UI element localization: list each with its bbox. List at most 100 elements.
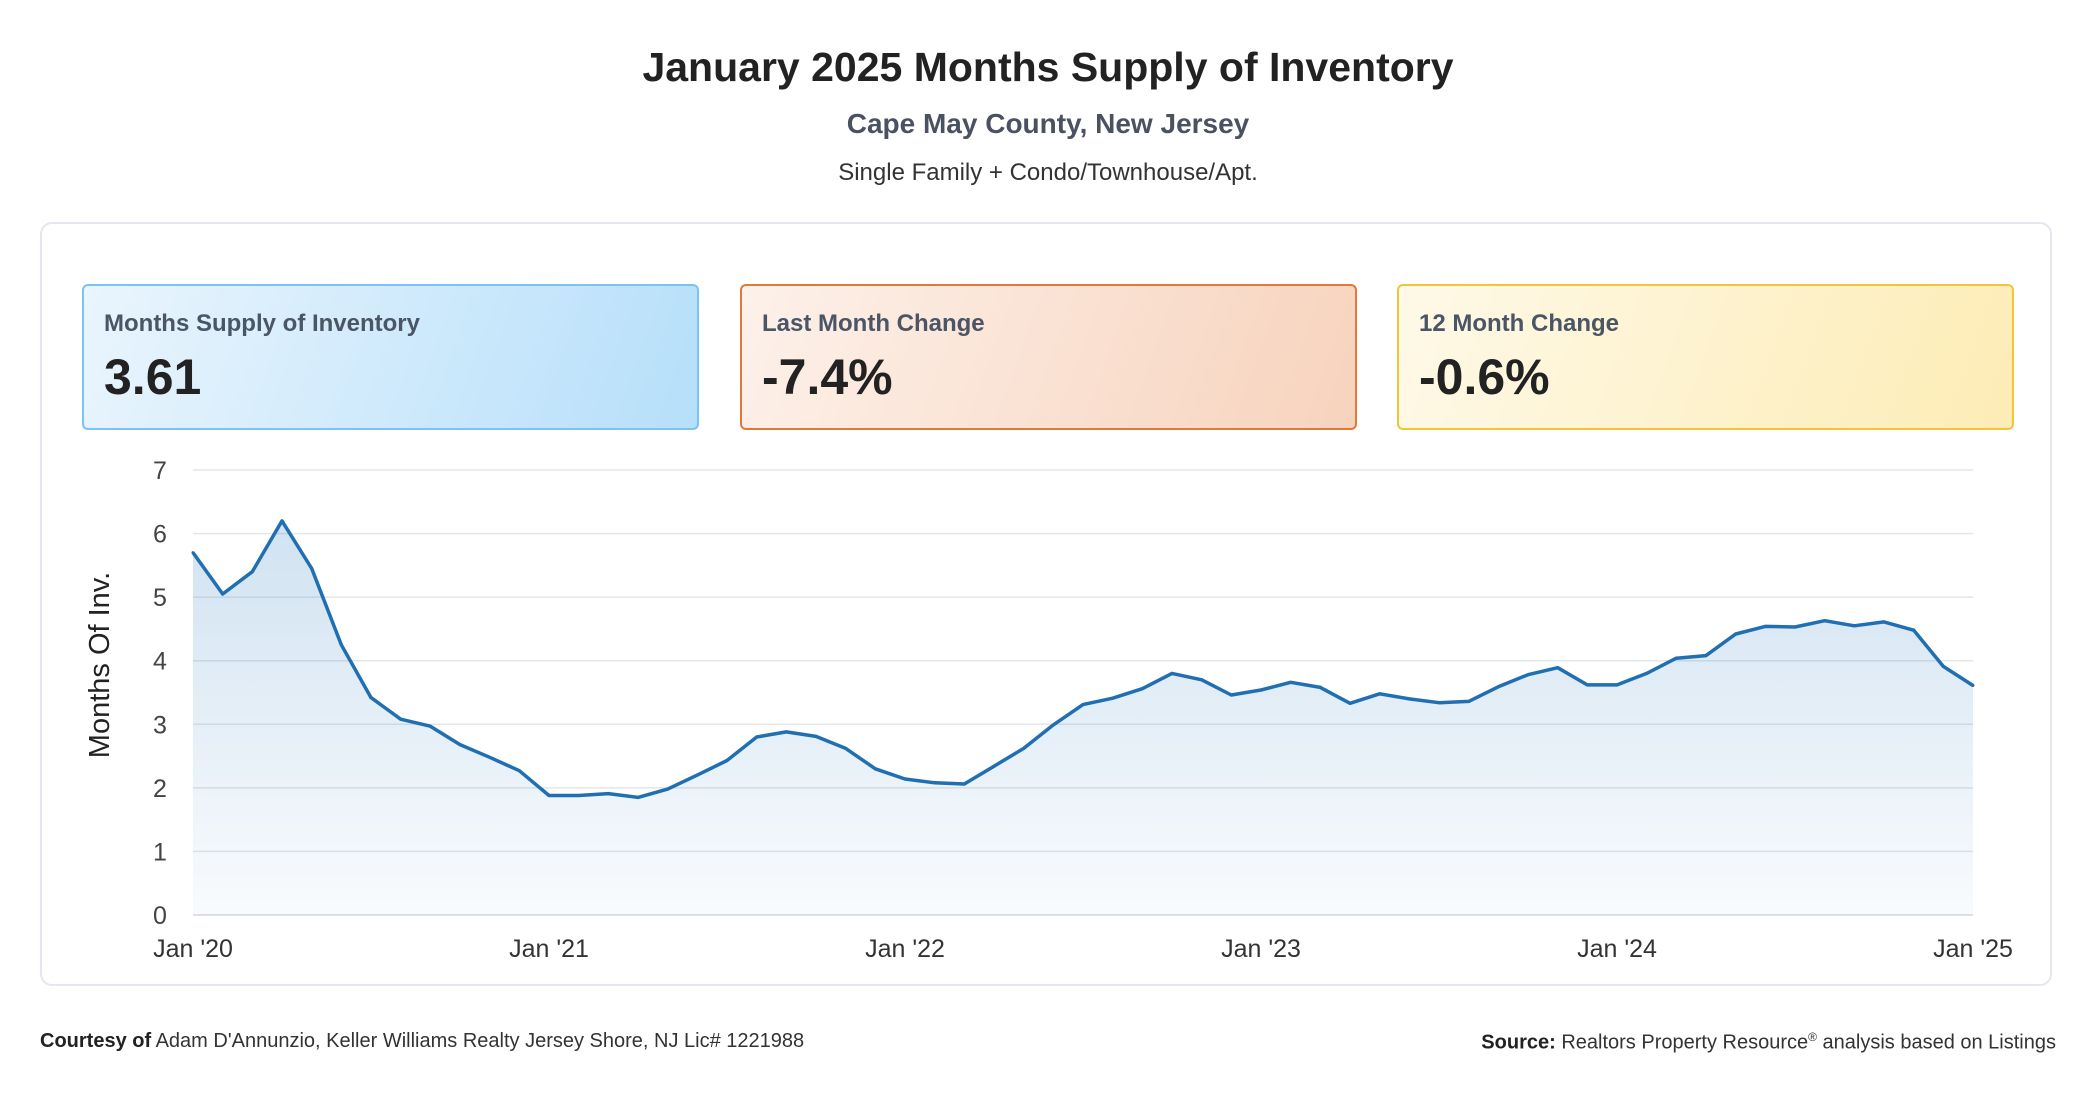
y-tick-label: 1 xyxy=(153,838,167,866)
data-point xyxy=(1882,620,1886,624)
data-point xyxy=(1022,746,1026,750)
inventory-card-label: Months Supply of Inventory xyxy=(104,310,420,337)
series-area xyxy=(193,520,1973,915)
y-tick-label: 3 xyxy=(153,711,167,739)
data-point xyxy=(1585,683,1589,687)
data-point xyxy=(636,795,640,799)
data-point xyxy=(577,793,581,797)
data-point xyxy=(1912,628,1916,632)
data-point xyxy=(1407,697,1411,701)
data-point xyxy=(250,570,254,574)
registered-mark: ® xyxy=(1808,1030,1817,1044)
courtesy-label: Courtesy of xyxy=(40,1030,152,1052)
data-point xyxy=(1200,678,1204,682)
property-type-label: Single Family + Condo/Townhouse/Apt. xyxy=(838,159,1258,186)
x-tick-label: Jan '20 xyxy=(153,935,233,963)
data-point xyxy=(1823,619,1827,623)
source-label: Source: xyxy=(1481,1031,1556,1054)
data-point xyxy=(992,764,996,768)
courtesy-footer: Courtesy of Adam D'Annunzio, Keller Will… xyxy=(40,1030,804,1053)
x-axis-ticks: Jan '20 Jan '21 Jan '22 Jan '23 Jan '24 Jan '… xyxy=(153,935,2013,963)
x-tick-label: Jan '23 xyxy=(1221,935,1301,963)
last-month-change-value: -7.4% xyxy=(762,349,893,405)
x-tick-label: Jan '22 xyxy=(865,935,945,963)
data-point xyxy=(784,730,788,734)
data-point xyxy=(1793,625,1797,629)
y-axis-ticks: 0 1 2 3 4 5 6 7 xyxy=(153,457,167,930)
data-point xyxy=(1378,692,1382,696)
data-point xyxy=(1615,683,1619,687)
data-point xyxy=(1348,701,1352,705)
source-footer: Source: Realtors Property Resource® anal… xyxy=(1481,1030,2056,1055)
y-tick-label: 6 xyxy=(153,521,167,549)
data-point xyxy=(1467,699,1471,703)
source-text: Realtors Property Resource xyxy=(1561,1031,1809,1054)
y-axis-label: Months Of Inv. xyxy=(84,572,116,758)
data-point xyxy=(399,717,403,721)
inventory-card-value: 3.61 xyxy=(104,349,202,405)
data-point xyxy=(1496,685,1500,689)
chart-title: January 2025 Months Supply of Inventory xyxy=(642,44,1454,90)
chart-subtitle: Cape May County, New Jersey xyxy=(846,108,1250,139)
data-point xyxy=(1051,723,1055,727)
data-point xyxy=(1734,632,1738,636)
data-point xyxy=(191,551,195,555)
data-point xyxy=(1111,696,1115,700)
data-point xyxy=(1674,656,1678,660)
data-point xyxy=(1763,624,1767,628)
data-point xyxy=(280,519,284,523)
data-point xyxy=(1704,654,1708,658)
data-point xyxy=(1259,688,1263,692)
data-point xyxy=(606,792,610,796)
data-point xyxy=(339,643,343,647)
inventory-card: Months Supply of Inventory 3.61 xyxy=(82,284,699,430)
data-point xyxy=(1556,666,1560,670)
data-point xyxy=(1318,685,1322,689)
data-point xyxy=(873,767,877,771)
data-point xyxy=(547,793,551,797)
data-point xyxy=(1437,701,1441,705)
courtesy-text: Adam D'Annunzio, Keller Williams Realty … xyxy=(155,1030,805,1052)
y-tick-label: 4 xyxy=(153,648,167,676)
x-tick-label: Jan '21 xyxy=(509,935,589,963)
data-point xyxy=(844,746,848,750)
x-tick-label: Jan '25 xyxy=(1933,935,2013,963)
data-point xyxy=(517,769,521,773)
data-point xyxy=(310,567,314,571)
data-point xyxy=(903,777,907,781)
data-point xyxy=(1941,664,1945,668)
last-month-change-card: Last Month Change -7.4% xyxy=(740,284,1357,430)
data-point xyxy=(962,782,966,786)
data-point xyxy=(666,787,670,791)
data-point xyxy=(1170,671,1174,675)
data-point xyxy=(933,781,937,785)
data-point xyxy=(1645,671,1649,675)
data-point xyxy=(221,592,225,596)
data-point xyxy=(725,759,729,763)
data-point xyxy=(1229,693,1233,697)
data-point xyxy=(1140,687,1144,691)
data-point xyxy=(755,735,759,739)
x-tick-label: Jan '24 xyxy=(1577,935,1657,963)
data-point xyxy=(1289,680,1293,684)
source-text-suffix: analysis based on Listings xyxy=(1816,1031,2057,1054)
twelve-month-change-card: 12 Month Change -0.6% xyxy=(1397,284,2014,430)
y-tick-label: 2 xyxy=(153,775,167,803)
data-points xyxy=(191,519,1975,799)
y-tick-label: 7 xyxy=(153,457,167,485)
data-point xyxy=(1081,703,1085,707)
y-tick-label: 0 xyxy=(153,902,167,930)
data-point xyxy=(369,696,373,700)
y-tick-label: 5 xyxy=(153,584,167,612)
twelve-month-change-label: 12 Month Change xyxy=(1419,310,1620,337)
data-point xyxy=(1852,624,1856,628)
data-point xyxy=(1971,684,1975,688)
data-point xyxy=(814,734,818,738)
data-point xyxy=(458,743,462,747)
twelve-month-change-value: -0.6% xyxy=(1419,349,1550,405)
data-point xyxy=(1526,673,1530,677)
data-point xyxy=(428,724,432,728)
data-point xyxy=(488,755,492,759)
last-month-change-label: Last Month Change xyxy=(762,310,985,337)
